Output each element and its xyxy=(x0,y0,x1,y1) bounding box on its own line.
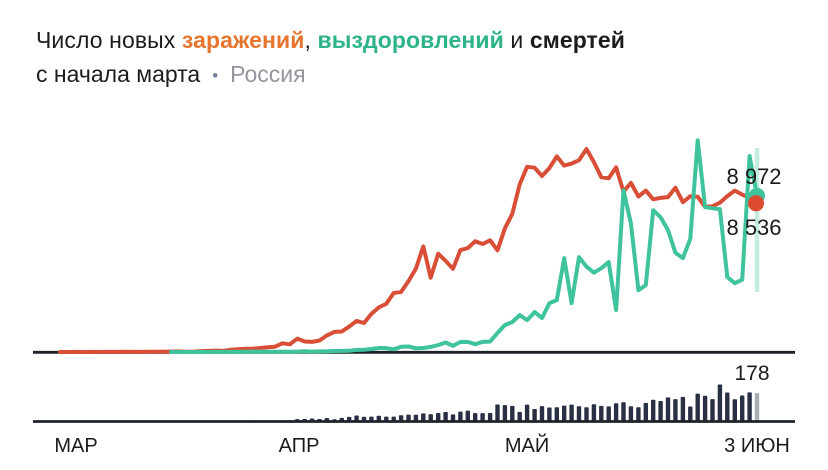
x-tick-may: МАЙ xyxy=(505,433,549,457)
dot-infections-latest[interactable] xyxy=(748,195,764,212)
deaths-bar[interactable] xyxy=(702,395,708,421)
line-infections[interactable] xyxy=(58,147,759,354)
title-conjunction: и xyxy=(503,27,530,53)
deaths-bar[interactable] xyxy=(539,406,545,421)
deaths-bar[interactable] xyxy=(369,416,374,421)
deaths-bar[interactable] xyxy=(628,406,634,421)
deaths-bar[interactable] xyxy=(651,399,656,421)
deaths-bar[interactable] xyxy=(754,393,760,421)
deaths-bar[interactable] xyxy=(747,392,752,421)
deaths-bar[interactable] xyxy=(621,402,626,421)
deaths-bar[interactable] xyxy=(710,399,715,421)
deaths-bar[interactable] xyxy=(688,406,693,422)
deaths-bar[interactable] xyxy=(450,414,456,421)
deaths-bar[interactable] xyxy=(458,411,463,421)
deaths-bar[interactable] xyxy=(465,410,470,421)
deaths-bar[interactable] xyxy=(732,399,737,421)
deaths-bar[interactable] xyxy=(613,403,619,421)
deaths-bar[interactable] xyxy=(636,407,641,421)
line-recoveries[interactable] xyxy=(169,138,759,354)
deaths-bar[interactable] xyxy=(524,404,530,421)
deaths-bars[interactable] xyxy=(235,384,760,422)
deaths-bar[interactable] xyxy=(562,405,567,421)
deaths-bar[interactable] xyxy=(398,415,404,421)
title-word-recoveries: выздоровлений xyxy=(317,27,504,53)
deaths-bar[interactable] xyxy=(717,384,723,422)
end-label-infections: 8 536 xyxy=(726,215,781,240)
title-comma: , xyxy=(304,27,318,53)
deaths-bar[interactable] xyxy=(569,404,574,421)
deaths-bar[interactable] xyxy=(473,413,478,421)
chart-title: Число новых заражений, выздоровлений и с… xyxy=(36,24,796,57)
deaths-bar[interactable] xyxy=(361,416,367,421)
deaths-bar[interactable] xyxy=(495,404,500,422)
deaths-bar[interactable] xyxy=(665,397,671,421)
deaths-bar[interactable] xyxy=(354,415,359,422)
deaths-bar[interactable] xyxy=(547,407,552,422)
deaths-bar[interactable] xyxy=(487,413,493,421)
deaths-bar[interactable] xyxy=(740,395,745,422)
deaths-bar[interactable] xyxy=(658,401,663,421)
bullet-separator-icon: • xyxy=(212,66,219,85)
deaths-bar[interactable] xyxy=(680,396,686,421)
deaths-bar[interactable] xyxy=(502,405,508,421)
deaths-bar[interactable] xyxy=(391,416,396,421)
deaths-bar[interactable] xyxy=(695,393,700,421)
deaths-bar[interactable] xyxy=(554,407,559,421)
end-label-deaths: 178 xyxy=(734,362,769,385)
title-word-infections: заражений xyxy=(181,27,305,53)
deaths-bar[interactable] xyxy=(584,407,589,421)
deaths-bar[interactable] xyxy=(384,416,389,421)
deaths-bar[interactable] xyxy=(413,414,419,421)
x-tick-jun3: 3 ИЮН xyxy=(724,435,790,457)
title-prefix: Число новых xyxy=(36,27,182,53)
deaths-bar[interactable] xyxy=(480,413,485,421)
deaths-bar[interactable] xyxy=(421,413,426,421)
deaths-bar[interactable] xyxy=(428,414,433,421)
deaths-bar[interactable] xyxy=(725,392,730,422)
deaths-bar[interactable] xyxy=(576,406,582,421)
deaths-bar[interactable] xyxy=(347,416,352,421)
deaths-bar[interactable] xyxy=(532,409,537,421)
chart-subtitle: с начала марта • Россия xyxy=(36,58,306,91)
title-word-deaths: смертей xyxy=(529,27,626,53)
deaths-bar[interactable] xyxy=(673,399,678,421)
subtitle-period: с начала марта xyxy=(36,61,201,87)
x-tick-mar: МАР xyxy=(54,435,97,457)
deaths-bar[interactable] xyxy=(510,405,515,421)
region-label[interactable]: Россия xyxy=(230,61,306,87)
deaths-bar[interactable] xyxy=(376,415,381,421)
deaths-bar[interactable] xyxy=(406,414,411,421)
x-tick-apr: АПР xyxy=(279,435,320,457)
deaths-bar[interactable] xyxy=(643,402,648,421)
deaths-bar[interactable] xyxy=(517,411,522,421)
deaths-bar[interactable] xyxy=(436,413,441,421)
deaths-bar[interactable] xyxy=(443,412,448,421)
deaths-bar[interactable] xyxy=(599,405,604,421)
end-label-recoveries: 8 972 xyxy=(726,164,781,189)
deaths-bar[interactable] xyxy=(606,406,611,421)
deaths-bar[interactable] xyxy=(591,404,597,421)
